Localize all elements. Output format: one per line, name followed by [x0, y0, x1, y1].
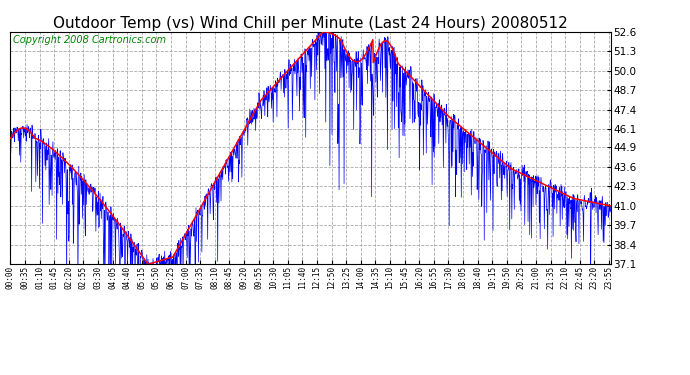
- Title: Outdoor Temp (vs) Wind Chill per Minute (Last 24 Hours) 20080512: Outdoor Temp (vs) Wind Chill per Minute …: [53, 16, 568, 31]
- Text: Copyright 2008 Cartronics.com: Copyright 2008 Cartronics.com: [13, 35, 166, 45]
